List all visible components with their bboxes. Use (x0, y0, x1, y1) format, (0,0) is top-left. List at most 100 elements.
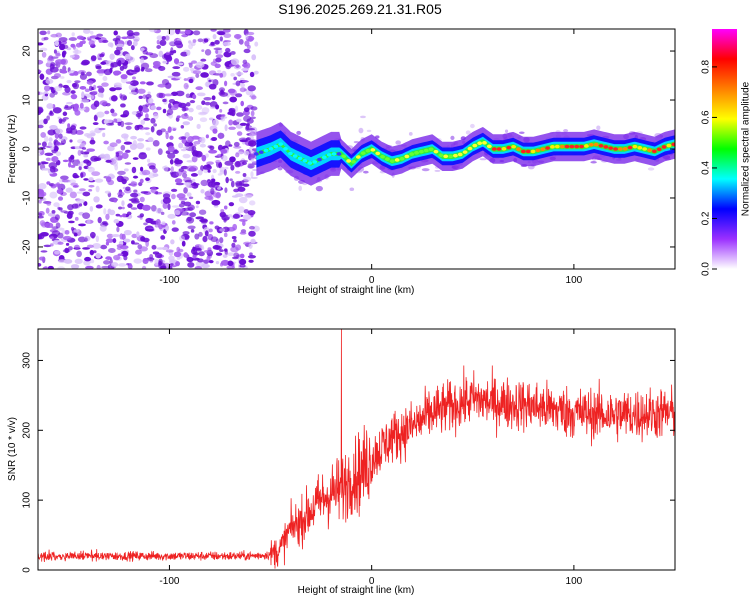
noise-speck (96, 33, 104, 37)
signal-speck (358, 127, 364, 134)
noise-speck (67, 210, 74, 216)
signal-speck (247, 153, 256, 159)
noise-speck (170, 263, 174, 266)
noise-speck (126, 35, 135, 40)
noise-speck (100, 244, 108, 250)
noise-speck (95, 204, 103, 209)
signal-speck (315, 185, 323, 192)
signal-peak (588, 142, 594, 147)
signal-peak (545, 146, 550, 150)
signal-speck (519, 131, 525, 135)
noise-speck (214, 39, 220, 45)
noise-speck (156, 39, 160, 45)
noise-speck (170, 188, 178, 192)
noise-speck (83, 151, 90, 155)
signal-peak (404, 154, 410, 159)
noise-speck (229, 88, 237, 96)
noise-speck (196, 123, 201, 130)
noise-speck (67, 246, 73, 251)
noise-speck (189, 212, 197, 218)
signal-peak (273, 144, 279, 149)
signal-peak (321, 155, 327, 160)
noise-speck (72, 174, 80, 179)
noise-speck (165, 51, 170, 56)
noise-speck (62, 159, 69, 163)
noise-speck (159, 39, 167, 46)
noise-speck (50, 33, 59, 38)
noise-speck (247, 37, 254, 42)
noise-speck (204, 49, 212, 56)
noise-speck (115, 139, 122, 144)
noise-speck (208, 79, 212, 83)
noise-speck (150, 105, 157, 111)
noise-speck (161, 246, 169, 251)
noise-speck (58, 133, 63, 139)
spectrogram-xlabel: Height of straight line (km) (298, 285, 415, 296)
noise-speck (70, 90, 76, 94)
noise-speck (49, 236, 54, 239)
noise-speck (250, 171, 254, 178)
noise-speck (153, 123, 157, 127)
noise-speck (111, 262, 119, 268)
signal-speck (349, 187, 355, 192)
noise-speck (62, 91, 71, 96)
signal-peak (283, 147, 288, 151)
noise-speck (49, 165, 56, 173)
noise-speck (178, 142, 184, 149)
noise-speck (241, 63, 248, 68)
noise-speck (77, 163, 83, 167)
signal-peak (598, 143, 604, 148)
noise-speck (207, 169, 211, 173)
signal-speck (465, 130, 471, 135)
noise-speck (208, 83, 217, 90)
noise-speck (186, 49, 191, 56)
signal-speck (296, 130, 301, 135)
noise-speck (220, 116, 228, 119)
signal-peak (452, 153, 458, 158)
noise-speck (93, 114, 98, 122)
noise-speck (165, 132, 169, 140)
signal-peak (530, 149, 536, 154)
y-tick-label: 0 (22, 567, 33, 573)
noise-speck (162, 197, 171, 204)
noise-speck (215, 54, 224, 59)
noise-speck (223, 205, 228, 210)
noise-speck (211, 199, 221, 206)
signal-peak (331, 152, 337, 156)
signal-peak (419, 149, 424, 154)
noise-speck (44, 152, 54, 156)
noise-speck (113, 30, 118, 36)
noise-speck (65, 242, 70, 246)
noise-speck (116, 244, 124, 248)
noise-speck (99, 153, 106, 158)
noise-speck (53, 73, 61, 79)
noise-speck (83, 178, 89, 181)
snr-xlabel: Height of straight line (km) (298, 585, 415, 596)
noise-speck (117, 170, 126, 176)
noise-speck (76, 35, 84, 40)
noise-speck (168, 102, 172, 109)
noise-speck (206, 255, 211, 263)
noise-speck (139, 246, 148, 252)
noise-speck (224, 187, 228, 194)
noise-speck (205, 153, 209, 158)
noise-speck (205, 134, 209, 139)
noise-speck (38, 215, 44, 219)
noise-speck (132, 36, 140, 42)
signal-peak (501, 147, 507, 151)
signal-speck (249, 135, 254, 141)
noise-speck (210, 236, 218, 243)
noise-speck (178, 197, 188, 201)
signal-peak (671, 142, 675, 147)
noise-speck (57, 266, 66, 269)
noise-speck (154, 258, 159, 266)
noise-speck (249, 252, 253, 256)
noise-speck (230, 58, 240, 66)
noise-speck (56, 188, 64, 195)
noise-speck (200, 179, 208, 187)
noise-speck (204, 230, 209, 237)
noise-speck (228, 144, 233, 147)
signal-peak (579, 144, 584, 149)
noise-speck (184, 132, 190, 138)
noise-speck (139, 166, 144, 172)
